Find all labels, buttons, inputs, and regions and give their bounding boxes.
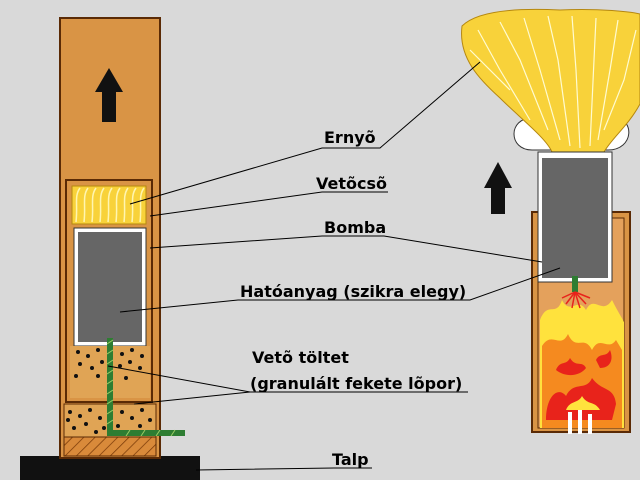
canopy-expanded bbox=[461, 8, 640, 153]
base-plate bbox=[20, 456, 200, 480]
canopy-expanded-folds bbox=[469, 15, 637, 149]
label-lift-charge-line1: Vetõ töltet bbox=[252, 348, 349, 367]
fuse bbox=[106, 338, 185, 437]
upper-powder-granules bbox=[74, 348, 144, 380]
leader-active-material bbox=[119, 267, 561, 313]
leader-lift-charge-b bbox=[133, 391, 251, 405]
sparks bbox=[561, 291, 591, 309]
right-fuse bbox=[572, 276, 578, 292]
leader-canopy bbox=[129, 61, 481, 205]
label-launch-tube: Vetõcsõ bbox=[316, 174, 387, 193]
leader-bomb bbox=[149, 235, 543, 263]
label-canopy: Ernyõ bbox=[324, 128, 376, 147]
label-bomb: Bomba bbox=[324, 218, 387, 237]
bomb-core bbox=[78, 232, 142, 342]
exhaust bbox=[568, 410, 592, 434]
up-arrow-icon bbox=[484, 162, 512, 214]
flames bbox=[540, 300, 624, 428]
up-arrow-icon bbox=[95, 68, 123, 122]
canopy-packed-folds bbox=[75, 187, 145, 223]
leader-launch-tube bbox=[149, 191, 388, 217]
base-hatched-section bbox=[63, 436, 157, 457]
label-active-material: Hatóanyag (szikra elegy) bbox=[240, 282, 467, 301]
label-lift-charge-line2: (granulált fekete lõpor) bbox=[250, 374, 463, 393]
leader-base bbox=[195, 467, 372, 471]
leader-lines bbox=[107, 61, 561, 471]
label-base: Talp bbox=[332, 450, 369, 469]
right-bomb-core bbox=[542, 158, 608, 278]
